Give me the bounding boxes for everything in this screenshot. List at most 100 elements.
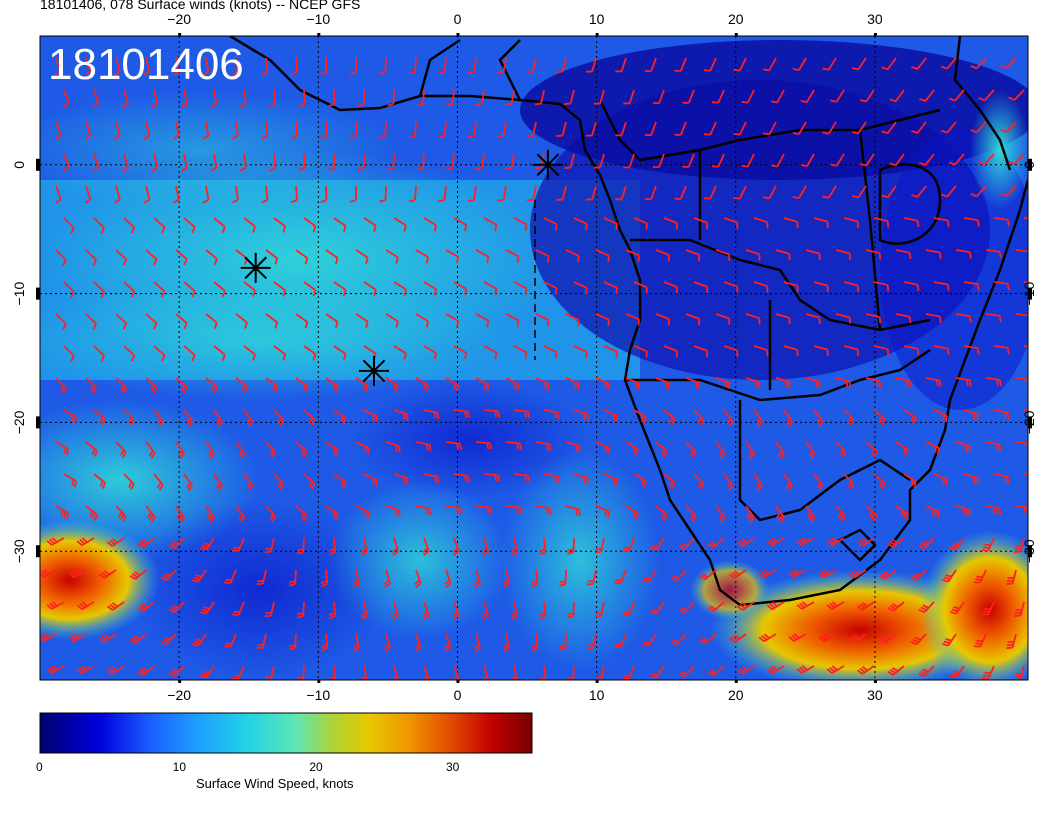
lon-tick-label-top: −10	[306, 11, 330, 27]
wind-barb	[911, 185, 927, 198]
lat-tick-label-left: −20	[11, 410, 27, 434]
wind-barb	[978, 153, 995, 166]
wind-barb	[261, 57, 269, 76]
wind-barb	[173, 57, 180, 76]
wind-barb	[205, 441, 215, 460]
wind-barb	[475, 89, 485, 106]
wind-barb	[573, 473, 589, 485]
wind-barb	[723, 345, 739, 357]
wind-barb	[505, 441, 523, 450]
wind-barb	[728, 633, 747, 643]
wind-barb	[391, 537, 399, 556]
wind-barb	[445, 249, 460, 264]
wind-barb	[745, 313, 761, 325]
lon-tick-mark	[595, 33, 599, 36]
wind-barb	[595, 313, 610, 326]
wind-barb	[173, 121, 180, 140]
wind-barb	[910, 633, 927, 646]
wind-barb	[76, 665, 95, 675]
wind-barb	[497, 121, 507, 138]
wind-barb	[615, 121, 627, 137]
wind-barb	[703, 121, 717, 136]
wind-barb	[585, 185, 597, 201]
wind-barb	[873, 345, 890, 356]
wind-barb	[835, 441, 847, 459]
wind-barb	[685, 313, 701, 326]
wind-barb	[763, 57, 777, 72]
wind-barb	[856, 537, 875, 547]
colorbar	[39, 712, 533, 754]
lon-tick-mark	[317, 680, 321, 683]
wind-barb	[556, 121, 567, 137]
colorbar-tick-label: 20	[309, 760, 323, 774]
wind-barb	[818, 633, 837, 642]
wind-barb	[633, 217, 648, 230]
wind-barb	[181, 89, 188, 108]
wind-barb	[55, 249, 67, 266]
wind-barb	[168, 601, 185, 614]
wind-barb	[963, 345, 980, 355]
wind-barb	[115, 249, 128, 266]
wind-barb	[210, 89, 218, 108]
wind-barb	[114, 57, 121, 76]
wind-barb	[985, 377, 1002, 387]
wind-barb	[505, 249, 520, 263]
wind-barb	[181, 153, 188, 172]
wind-barb	[115, 441, 127, 459]
wind-barb	[622, 665, 635, 680]
wind-barb	[423, 281, 437, 296]
wind-barb	[143, 121, 151, 140]
lon-tick-label-top: 30	[867, 11, 883, 27]
wind-barb	[123, 473, 135, 491]
wind-barb	[918, 601, 935, 614]
colorbar-tick-label: 30	[446, 760, 460, 774]
wind-barb	[475, 249, 490, 264]
wind-barb	[349, 122, 357, 139]
wind-barb	[445, 313, 460, 328]
wind-barb	[183, 409, 193, 428]
lon-tick-label-top: 20	[728, 11, 744, 27]
wind-barb	[805, 505, 816, 523]
wind-barb	[387, 153, 395, 171]
wind-barb	[265, 441, 277, 459]
wind-barb	[625, 377, 640, 390]
wind-barb	[295, 377, 309, 393]
wind-barb	[856, 601, 875, 611]
wind-barb	[985, 505, 1002, 515]
wind-barb	[114, 185, 121, 204]
wind-barb	[733, 121, 747, 136]
wind-barb	[644, 57, 657, 73]
wind-barb	[303, 345, 317, 361]
wind-barb	[887, 601, 905, 612]
wind-barb	[422, 537, 430, 556]
wind-barb	[941, 633, 957, 647]
wind-barb	[333, 473, 347, 489]
wind-barb	[333, 345, 347, 361]
wind-barb	[168, 665, 185, 678]
wind-barb	[224, 569, 237, 584]
wind-barb	[949, 537, 965, 551]
wind-barb	[93, 473, 106, 489]
wind-barb	[84, 185, 92, 204]
wind-barb	[122, 89, 129, 108]
wind-barb	[940, 57, 957, 70]
wind-barb	[741, 89, 755, 104]
wind-barb	[360, 601, 368, 620]
wind-barb	[85, 249, 97, 266]
wind-barb	[129, 569, 147, 580]
wind-barb	[513, 345, 528, 359]
wind-barb	[723, 409, 734, 427]
wind-barb	[288, 633, 297, 651]
wind-barb	[763, 121, 777, 136]
wind-barb	[63, 89, 70, 108]
wind-barb	[497, 185, 507, 202]
wind-barb	[173, 185, 180, 204]
wind-barb	[623, 153, 635, 169]
wind-barb	[693, 409, 705, 427]
wind-barb	[328, 153, 336, 172]
wind-barb	[955, 441, 971, 453]
wind-barb	[137, 665, 155, 676]
wind-barb	[98, 569, 117, 579]
wind-barb	[813, 217, 829, 228]
wind-barb	[175, 249, 188, 266]
